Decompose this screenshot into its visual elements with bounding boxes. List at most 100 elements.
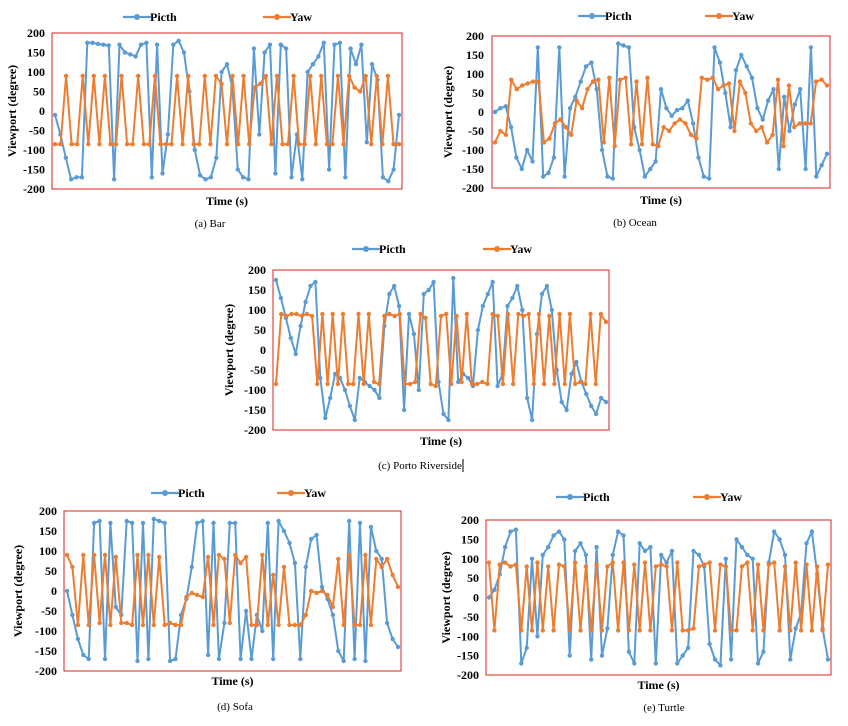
data-point — [685, 98, 690, 103]
data-point — [342, 387, 348, 393]
data-point — [195, 520, 200, 526]
data-point — [549, 307, 554, 313]
data-point — [227, 620, 232, 626]
data-point — [369, 142, 374, 147]
y-tick-label: -50 — [250, 363, 266, 377]
data-point — [513, 562, 519, 567]
data-point — [213, 73, 219, 79]
data-point — [748, 121, 753, 126]
data-point — [216, 552, 222, 558]
data-point — [589, 60, 594, 65]
data-point — [804, 562, 809, 567]
data-point — [723, 90, 728, 96]
data-point — [227, 520, 232, 526]
data-point — [621, 43, 626, 48]
data-point — [146, 552, 151, 558]
data-point — [772, 529, 777, 534]
data-point — [157, 554, 162, 560]
data-point — [645, 75, 650, 81]
data-point — [364, 140, 369, 145]
data-point — [407, 381, 413, 387]
data-point — [520, 83, 525, 88]
data-point — [303, 612, 308, 618]
data-point — [438, 313, 444, 319]
data-point — [578, 628, 583, 633]
data-point — [113, 142, 119, 147]
data-point — [825, 562, 831, 567]
data-point — [503, 104, 508, 109]
data-point — [167, 658, 173, 664]
data-point — [798, 628, 804, 633]
data-point — [781, 144, 786, 149]
data-point — [503, 132, 509, 137]
data-point — [124, 142, 130, 147]
data-point — [485, 381, 490, 387]
data-point — [505, 311, 511, 317]
data-point — [626, 45, 632, 50]
data-point — [792, 102, 798, 107]
data-point — [397, 311, 402, 317]
data-point — [200, 518, 205, 524]
x-axis-title: Time (s) — [211, 674, 253, 688]
data-point — [352, 622, 357, 628]
data-point — [526, 311, 531, 317]
data-point — [278, 42, 283, 47]
data-point — [304, 311, 310, 317]
y-axis-title: Viewport (degree) — [441, 66, 455, 158]
data-point — [793, 626, 798, 631]
data-point — [495, 383, 500, 389]
data-point — [357, 622, 363, 628]
data-point — [289, 311, 294, 317]
data-point — [318, 375, 323, 381]
data-point — [615, 628, 621, 633]
data-point — [308, 283, 313, 289]
data-point — [669, 548, 675, 554]
y-tick-label: 200 — [248, 263, 266, 277]
data-point — [508, 529, 513, 534]
data-point — [335, 381, 341, 387]
data-point — [330, 311, 335, 317]
data-point — [173, 656, 178, 662]
data-point — [797, 121, 802, 126]
data-point — [390, 636, 395, 642]
data-point — [332, 42, 337, 47]
data-point — [374, 73, 379, 79]
data-point — [129, 622, 135, 628]
data-point — [798, 87, 803, 92]
data-point — [546, 170, 551, 175]
data-point — [648, 544, 653, 550]
data-point — [590, 79, 596, 84]
data-point — [642, 174, 648, 179]
data-point — [497, 562, 502, 567]
data-point — [599, 147, 605, 153]
data-point — [325, 592, 330, 598]
data-point — [165, 132, 171, 137]
legend-marker — [589, 13, 595, 19]
data-point — [755, 661, 761, 666]
data-point — [567, 311, 573, 317]
data-point — [675, 661, 680, 666]
data-point — [603, 399, 609, 405]
data-point — [97, 518, 102, 524]
series-yaw — [492, 75, 830, 149]
data-point — [249, 622, 254, 628]
data-point — [696, 552, 702, 558]
data-point — [337, 40, 343, 45]
data-point — [174, 73, 180, 79]
data-point — [607, 75, 612, 81]
data-point — [433, 383, 438, 389]
data-point — [413, 379, 418, 385]
data-point — [149, 175, 154, 180]
data-point — [368, 524, 374, 530]
data-point — [824, 151, 830, 156]
data-point — [777, 537, 782, 542]
data-point — [529, 417, 535, 423]
data-point — [357, 375, 362, 381]
data-point — [281, 528, 287, 534]
y-tick-label: 50 — [254, 323, 266, 337]
data-point — [572, 560, 578, 565]
data-point — [733, 68, 739, 73]
data-point — [276, 622, 281, 628]
data-point — [186, 73, 191, 79]
data-point — [541, 174, 546, 179]
